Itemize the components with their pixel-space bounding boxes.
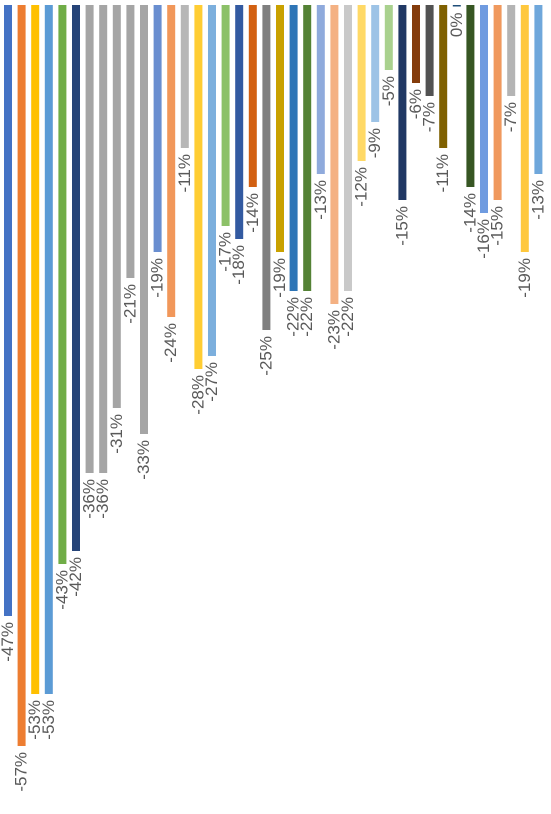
bar-9 [112, 5, 121, 408]
bar-25 [330, 5, 339, 304]
data-label-34: 0% [447, 13, 466, 38]
bar-1 [4, 5, 12, 616]
bar-24 [316, 5, 325, 174]
bar-36 [480, 5, 488, 213]
data-label-8: -36% [93, 479, 112, 519]
bar-35 [466, 5, 475, 187]
bar-29 [384, 5, 393, 70]
data-label-28: -9% [365, 128, 384, 158]
data-label-16: -27% [202, 362, 221, 402]
bar-group [4, 5, 543, 746]
bar-19 [248, 5, 257, 187]
data-label-22: -22% [284, 297, 303, 337]
bar-23 [303, 5, 312, 291]
data-label-5: -43% [52, 570, 71, 610]
bar-2 [17, 5, 26, 746]
bar-40 [534, 5, 543, 174]
data-label-23: -22% [297, 297, 316, 337]
bar-38 [507, 5, 516, 96]
bar-28 [371, 5, 380, 122]
data-label-36: -16% [474, 219, 493, 259]
bar-11 [140, 5, 148, 434]
data-label-39: -19% [515, 258, 534, 298]
data-label-32: -7% [420, 102, 439, 132]
bar-4 [44, 5, 53, 694]
data-label-19: -14% [243, 193, 262, 233]
bar-27 [357, 5, 366, 161]
data-label-27: -12% [352, 167, 371, 207]
data-label-4: -53% [39, 700, 58, 740]
bar-7 [85, 5, 94, 473]
bar-21 [276, 5, 284, 252]
bar-6 [72, 5, 80, 551]
data-label-37: -15% [488, 206, 507, 246]
bar-37 [493, 5, 502, 200]
bar-14 [180, 5, 189, 148]
data-label-40: -13% [528, 180, 547, 220]
data-label-24: -13% [311, 180, 330, 220]
data-label-15: -28% [188, 375, 207, 415]
data-label-3: -53% [25, 700, 44, 740]
data-label-7: -36% [80, 479, 99, 519]
bar-32 [425, 5, 434, 96]
data-label-12: -19% [148, 258, 167, 298]
data-label-9: -31% [107, 414, 126, 454]
data-label-17: -17% [216, 232, 235, 272]
data-label-13: -24% [161, 323, 180, 363]
data-label-1: -47% [0, 622, 17, 662]
data-label-25: -23% [324, 310, 343, 350]
data-label-21: -19% [270, 258, 289, 298]
data-label-30: -15% [392, 206, 411, 246]
data-label-18: -18% [229, 245, 248, 285]
bar-26 [344, 5, 352, 291]
data-label-29: -5% [379, 76, 398, 106]
bar-3 [31, 5, 40, 694]
data-label-35: -14% [460, 193, 479, 233]
data-label-33: -11% [433, 154, 452, 192]
bar-20 [262, 5, 271, 330]
bar-30 [398, 5, 407, 200]
bar-33 [439, 5, 448, 148]
bar-31 [412, 5, 420, 83]
bar-15 [194, 5, 203, 369]
data-label-26: -22% [338, 297, 357, 337]
bar-39 [520, 5, 529, 252]
bar-10 [126, 5, 135, 278]
bar-17 [221, 5, 230, 226]
data-label-10: -21% [120, 284, 139, 324]
bar-18 [235, 5, 244, 239]
bar-22 [289, 5, 298, 291]
bar-34 [452, 5, 461, 7]
bar-16 [208, 5, 216, 356]
bar-13 [167, 5, 176, 317]
data-label-2: -57% [12, 752, 31, 792]
data-label-31: -6% [406, 89, 425, 119]
bar-5 [58, 5, 67, 564]
data-label-14: -11% [175, 154, 194, 192]
data-label-38: -7% [501, 102, 520, 132]
data-label-6: -42% [66, 557, 85, 597]
bar-12 [153, 5, 162, 252]
data-label-20: -25% [256, 336, 275, 376]
bar-8 [99, 5, 108, 473]
data-label-11: -33% [134, 440, 153, 480]
data-label-group: -47% -57% -53%-53% -43%-42% -36%-36% -31% -21%… [0, 13, 547, 792]
